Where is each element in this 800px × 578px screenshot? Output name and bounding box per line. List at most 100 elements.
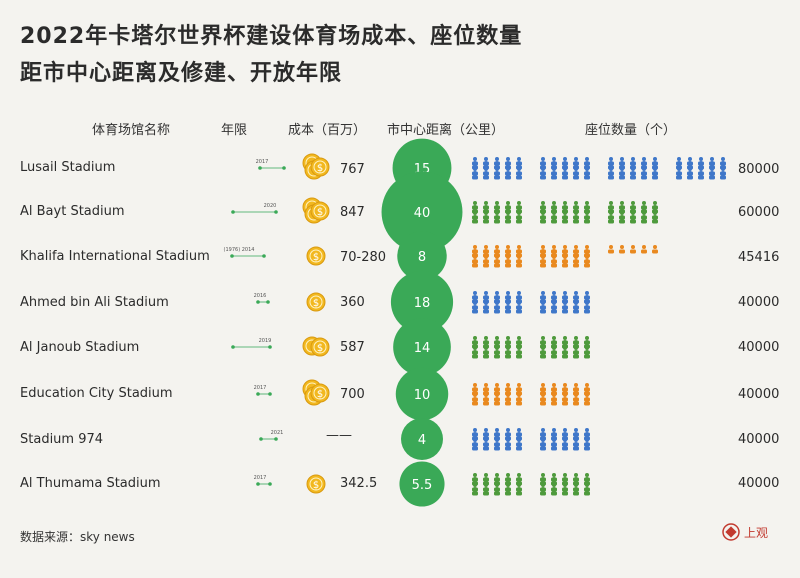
person-head [585, 383, 589, 387]
person-icon [584, 397, 590, 406]
person-head [506, 211, 510, 215]
person-head [563, 249, 567, 253]
person-head [574, 387, 578, 391]
person-head [574, 259, 578, 263]
distance-label: 5.5 [412, 478, 433, 493]
person-head [473, 167, 477, 171]
timeline-year-label: 2021 [271, 430, 284, 436]
person-head [552, 167, 556, 171]
person-head [484, 340, 488, 344]
seats-value: 45416 [738, 250, 780, 265]
person-head [517, 305, 521, 309]
person-head [552, 336, 556, 340]
person-head [495, 438, 499, 442]
seats-value: 40000 [738, 476, 780, 491]
person-head [609, 215, 613, 219]
person-head [563, 211, 567, 215]
person-head [563, 487, 567, 491]
person-head [495, 397, 499, 401]
person-head [506, 305, 510, 309]
person-body [494, 491, 500, 496]
person-head [574, 215, 578, 219]
person-head [585, 201, 589, 205]
person-body [505, 354, 511, 359]
person-body [551, 219, 557, 224]
person-body [676, 175, 682, 180]
person-head [506, 201, 510, 205]
person-head [620, 201, 624, 205]
person-head [517, 346, 521, 350]
person-head [506, 259, 510, 263]
person-body [483, 491, 489, 496]
person-head [653, 201, 657, 205]
person-head [699, 167, 703, 171]
person-body [562, 219, 568, 224]
person-head [552, 432, 556, 436]
timeline-end-dot [268, 482, 272, 486]
person-body [472, 401, 478, 406]
timeline-end-dot [268, 392, 272, 396]
person-head [585, 167, 589, 171]
person-body [472, 491, 478, 496]
coin-icon: $ [302, 153, 330, 180]
person-head [506, 473, 510, 477]
person-head [517, 397, 521, 401]
person-head [563, 473, 567, 477]
person-head [563, 255, 567, 259]
timeline-start-dot [256, 482, 260, 486]
person-head [473, 428, 477, 432]
person-head [574, 442, 578, 446]
person-head [552, 438, 556, 442]
person-head [506, 336, 510, 340]
person-icon [608, 215, 614, 224]
person-icon [584, 171, 590, 180]
person-head [574, 161, 578, 165]
stadium-name: Lusail Stadium [20, 160, 116, 175]
person-head [517, 483, 521, 487]
person-head [495, 346, 499, 350]
person-head [642, 215, 646, 219]
person-head [473, 157, 477, 161]
person-head [552, 291, 556, 295]
person-head [541, 477, 545, 481]
person-head [495, 350, 499, 354]
person-head [609, 161, 613, 165]
distance-label: 10 [414, 388, 431, 403]
timeline-start-dot [231, 210, 235, 214]
person-body [652, 219, 658, 224]
person-head [653, 171, 657, 175]
person-icon [516, 171, 522, 180]
person-head [506, 397, 510, 401]
person-head [541, 336, 545, 340]
person-icon [505, 259, 511, 268]
person-body [516, 263, 522, 268]
person-body [619, 219, 625, 224]
person-head [574, 473, 578, 477]
person-head [506, 350, 510, 354]
person-head [506, 249, 510, 253]
person-body [584, 263, 590, 268]
seats-value: 60000 [738, 205, 780, 220]
person-body [551, 309, 557, 314]
person-icon [516, 305, 522, 314]
person-head [563, 483, 567, 487]
person-head [574, 291, 578, 295]
person-head [653, 211, 657, 215]
coin-rim [313, 386, 327, 400]
person-head [585, 305, 589, 309]
timeline-start-dot [256, 392, 260, 396]
person-head [473, 340, 477, 344]
person-icon [551, 397, 557, 406]
person-head [563, 201, 567, 205]
person-head [563, 432, 567, 436]
person-head [563, 387, 567, 391]
person-body [562, 263, 568, 268]
person-head [721, 161, 725, 165]
person-head [495, 477, 499, 481]
timeline-start-dot [259, 437, 263, 441]
person-body [608, 219, 614, 224]
person-head [563, 157, 567, 161]
person-icon [562, 442, 568, 451]
person-head [574, 483, 578, 487]
